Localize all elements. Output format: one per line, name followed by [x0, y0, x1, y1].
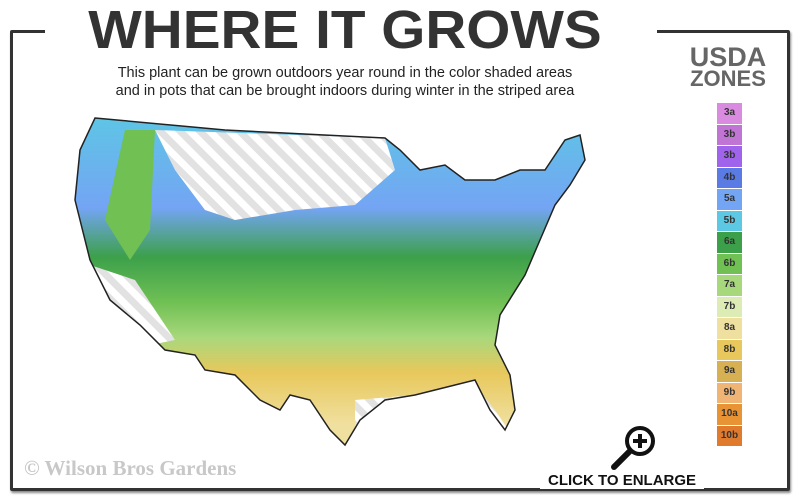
- legend-zone-3b: 3b: [717, 124, 742, 145]
- legend-zone-3b: 3b: [717, 146, 742, 167]
- legend-zone-5a: 5a: [717, 189, 742, 210]
- frame-gap: [45, 25, 657, 37]
- subtitle-line: This plant can be grown outdoors year ro…: [117, 65, 573, 81]
- legend-zone-6b: 6b: [717, 253, 742, 274]
- legend-zone-4b: 4b: [717, 167, 742, 188]
- click-to-enlarge-label: CLICK TO ENLARGE: [540, 472, 705, 489]
- zone-fill: [75, 118, 585, 445]
- magnifier-plus-icon: [611, 426, 655, 470]
- legend-heading-line2: ZONES: [690, 66, 766, 91]
- legend-heading-line1: USDA: [689, 42, 767, 72]
- legend-zone-10a: 10a: [717, 404, 742, 425]
- subtitle: This plant can be grown outdoors year ro…: [40, 64, 650, 100]
- legend-heading: USDA ZONES: [680, 42, 776, 91]
- legend-zone-9a: 9a: [717, 361, 742, 382]
- legend-zone-3a: 3a: [717, 103, 742, 124]
- subtitle-line: and in pots that can be brought indoors …: [115, 83, 575, 99]
- click-to-enlarge-button[interactable]: CLICK TO ENLARGE: [530, 420, 730, 495]
- legend-zone-9b: 9b: [717, 382, 742, 403]
- legend-zone-6a: 6a: [717, 232, 742, 253]
- legend-zone-7b: 7b: [717, 296, 742, 317]
- zone-legend: 3a 3b 3b 4b 5a 5b 6a 6b 7a 7b 8a 8b 9a 9b 10a 10b: [717, 103, 742, 447]
- legend-zone-8a: 8a: [717, 318, 742, 339]
- legend-zone-7a: 7a: [717, 275, 742, 296]
- page-title: WHERE IT GROWS: [88, 0, 602, 60]
- legend-zone-8b: 8b: [717, 339, 742, 360]
- us-zone-map[interactable]: [55, 110, 615, 460]
- watermark: © Wilson Bros Gardens: [24, 456, 237, 480]
- legend-zone-5b: 5b: [717, 210, 742, 231]
- legend-zone-10b: 10b: [717, 425, 742, 446]
